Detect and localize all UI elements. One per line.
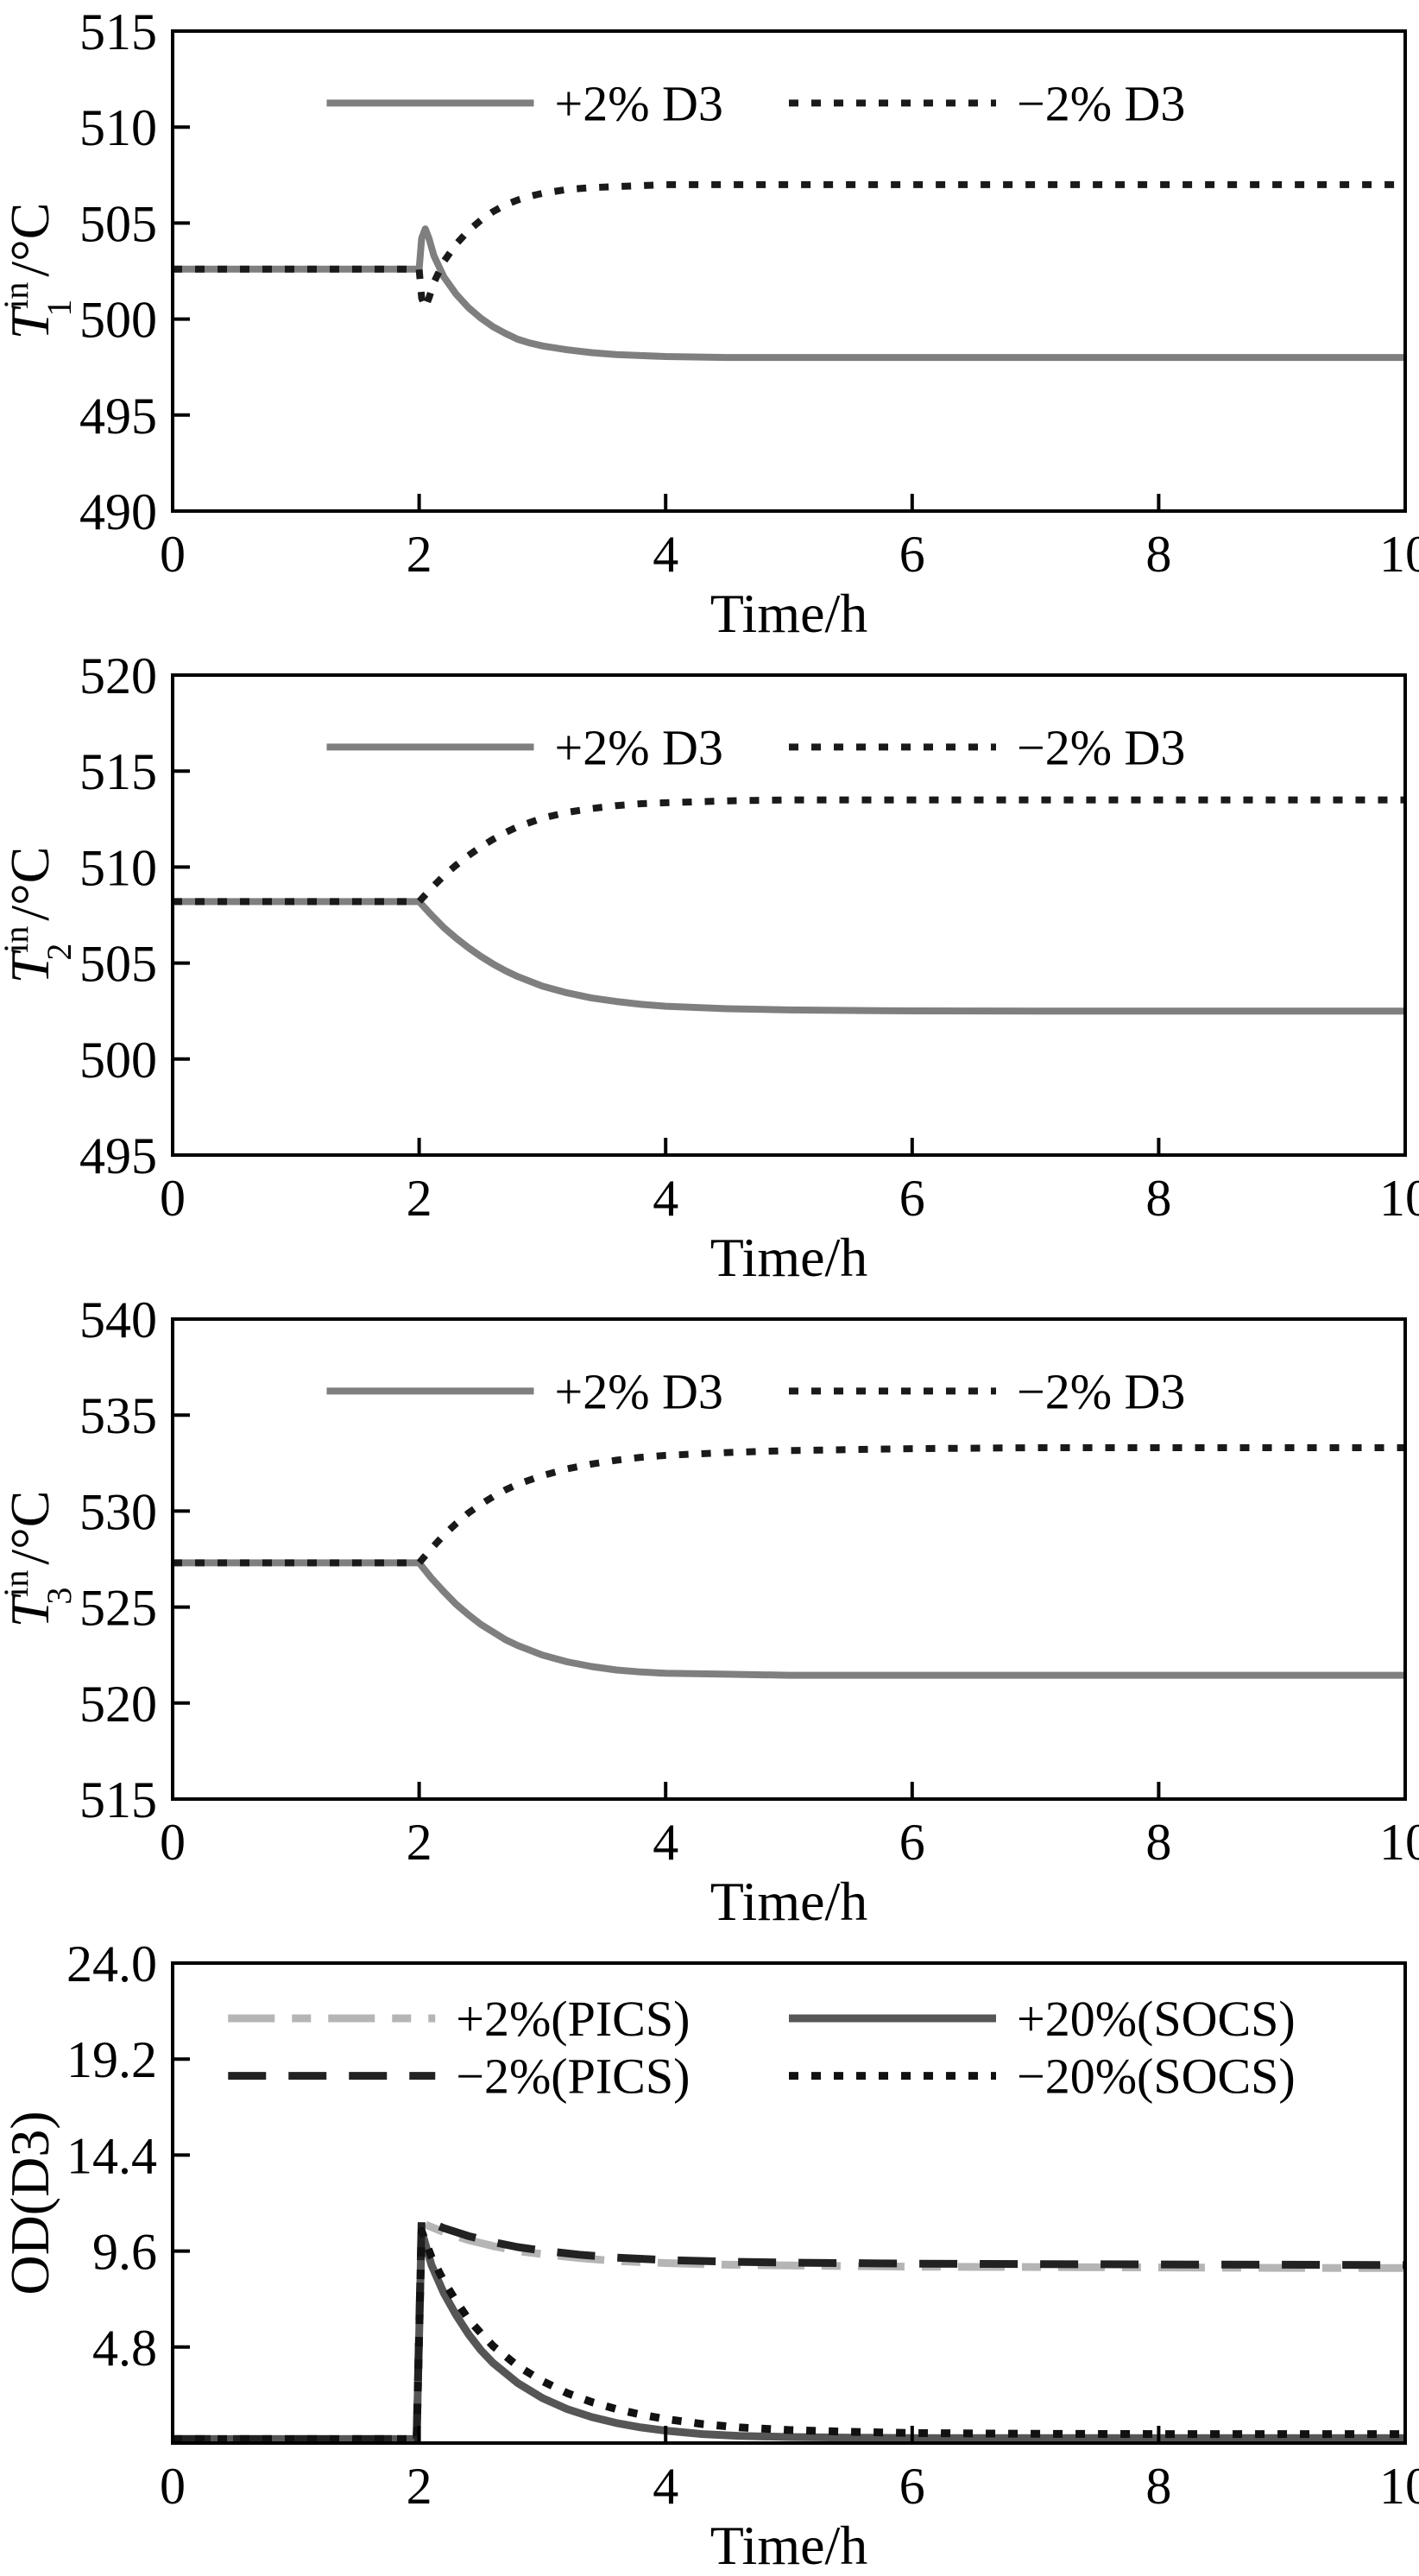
x-tick-label: 10 — [1379, 1814, 1419, 1871]
legend-entry-0: +2% D3 — [326, 75, 723, 131]
series-line-3 — [173, 2226, 1405, 2443]
legend-label: −2% D3 — [1017, 719, 1185, 775]
y-tick-label: 490 — [79, 483, 157, 540]
chart-panel-t1-inlet-temperature: 0 2 4 6 8 10 490 495 500 505 510 515 Time/h Tin 1/°C +2… — [0, 0, 1419, 644]
x-tick-label: 4 — [653, 2458, 678, 2515]
x-tick-label: 4 — [653, 526, 678, 583]
chart-od-svg: 0 2 4 6 8 10 4.8 9.6 14.4 19.2 24.0 Time/h OD(D3) +2%… — [0, 1935, 1419, 2576]
series-line-1 — [173, 180, 1405, 312]
legend-entry-3: −20%(SOCS) — [789, 2049, 1296, 2105]
y-tick-label: 510 — [79, 99, 157, 156]
y-tick-label: 515 — [79, 3, 157, 60]
legend-label: +20%(SOCS) — [1017, 1991, 1296, 2047]
y-tick-label: 24.0 — [66, 1935, 157, 1992]
chart-t1-svg: 0 2 4 6 8 10 490 495 500 505 510 515 Time/h Tin 1/°C +2… — [0, 3, 1419, 644]
x-tick-label: 2 — [407, 1170, 432, 1227]
legend-entry-1: −2% D3 — [789, 719, 1185, 775]
x-tick-label: 0 — [160, 1814, 186, 1871]
legend-label: +2% D3 — [555, 75, 723, 131]
y-tick-label: 505 — [79, 936, 157, 993]
legend-entry-0: +2% D3 — [326, 1363, 723, 1419]
legend-entry-0: +2%(PICS) — [228, 1991, 690, 2047]
series-line-0 — [173, 898, 1405, 1015]
x-tick-label: 6 — [899, 1814, 925, 1871]
series-line-0 — [173, 225, 1405, 362]
x-tick-label: 2 — [407, 1814, 432, 1871]
legend-entry-1: +20%(SOCS) — [789, 1991, 1296, 2047]
y-tick-label: 535 — [79, 1387, 157, 1444]
y-tick-label: 530 — [79, 1483, 157, 1540]
legend-entry-1: −2% D3 — [789, 75, 1185, 131]
y-tick-label: 510 — [79, 839, 157, 896]
x-tick-label: 8 — [1145, 1814, 1171, 1871]
y-tick-label: 500 — [79, 1032, 157, 1089]
x-tick-label: 0 — [160, 526, 186, 583]
axes-box — [171, 673, 1407, 1157]
x-tick-label: 6 — [899, 1170, 925, 1227]
x-tick-label: 2 — [407, 526, 432, 583]
legend-label: −20%(SOCS) — [1017, 2049, 1296, 2105]
series-line-2 — [173, 2215, 1406, 2443]
x-tick-label: 6 — [899, 526, 925, 583]
series-line-1 — [173, 2226, 1405, 2443]
axes-box — [171, 1317, 1407, 1801]
y-tick-label: 515 — [79, 1771, 157, 1828]
y-tick-label: 520 — [79, 647, 157, 704]
y-tick-label: 4.8 — [92, 2320, 157, 2377]
x-tick-label: 4 — [653, 1814, 678, 1871]
legend-label: −2%(PICS) — [456, 2049, 690, 2105]
x-axis-label: Time/h — [710, 1871, 868, 1932]
y-tick-label: 500 — [79, 292, 157, 349]
chart-t3-svg: 0 2 4 6 8 10 515 520 525 530 535 540 Time/h Tin 3/°C +2… — [0, 1291, 1419, 1932]
y-axis-label: OD(D3) — [0, 2111, 60, 2295]
y-tick-label: 19.2 — [66, 2031, 157, 2088]
x-tick-label: 4 — [653, 1170, 678, 1227]
x-tick-label: 10 — [1379, 526, 1419, 583]
y-tick-label: 14.4 — [66, 2127, 157, 2184]
x-tick-label: 0 — [160, 1170, 186, 1227]
x-tick-label: 0 — [160, 2458, 186, 2515]
chart-panel-t3-inlet-temperature: 0 2 4 6 8 10 515 520 525 530 535 540 Time/h Tin 3/°C +2… — [0, 1288, 1419, 1932]
legend-entry-0: +2% D3 — [326, 719, 723, 775]
y-tick-label: 495 — [79, 388, 157, 445]
legend-entry-2: −2%(PICS) — [228, 2049, 690, 2105]
y-axis-label: Tin 3/°C — [0, 1491, 79, 1628]
series-line-1 — [173, 1444, 1405, 1567]
y-axis-label: Tin 2/°C — [0, 847, 79, 984]
legend-label: +2% D3 — [555, 1363, 723, 1419]
y-tick-label: 540 — [79, 1291, 157, 1348]
x-tick-label: 10 — [1379, 2458, 1419, 2515]
chart-t2-svg: 0 2 4 6 8 10 495 500 505 510 515 520 Time/h Tin 2/°C +2… — [0, 647, 1419, 1288]
series-line-0 — [173, 1559, 1405, 1679]
y-tick-label: 525 — [79, 1580, 157, 1637]
x-tick-label: 6 — [899, 2458, 925, 2515]
legend-label: −2% D3 — [1017, 75, 1185, 131]
y-axis-label: Tin 1/°C — [0, 203, 79, 340]
x-axis-label: Time/h — [710, 2515, 868, 2576]
x-tick-label: 8 — [1145, 2458, 1171, 2515]
legend-label: +2% D3 — [555, 719, 723, 775]
legend-label: +2%(PICS) — [456, 1991, 690, 2047]
x-tick-label: 8 — [1145, 1170, 1171, 1227]
series-line-1 — [173, 796, 1405, 906]
y-tick-label: 515 — [79, 743, 157, 800]
x-tick-label: 10 — [1379, 1170, 1419, 1227]
y-tick-label: 520 — [79, 1676, 157, 1733]
chart-panel-t2-inlet-temperature: 0 2 4 6 8 10 495 500 505 510 515 520 Time/h Tin 2/°C +2… — [0, 644, 1419, 1288]
y-tick-label: 9.6 — [92, 2224, 157, 2281]
legend-label: −2% D3 — [1017, 1363, 1185, 1419]
x-tick-label: 8 — [1145, 526, 1171, 583]
x-axis-label: Time/h — [710, 1227, 868, 1288]
x-tick-label: 2 — [407, 2458, 432, 2515]
chart-panel-od-d3: 0 2 4 6 8 10 4.8 9.6 14.4 19.2 24.0 Time/h OD(D3) +2%… — [0, 1932, 1419, 2576]
axes-box — [171, 29, 1407, 513]
x-axis-label: Time/h — [710, 583, 868, 644]
y-tick-label: 495 — [79, 1127, 157, 1184]
y-tick-label: 505 — [79, 195, 157, 252]
legend-entry-1: −2% D3 — [789, 1363, 1185, 1419]
axes-box — [171, 1961, 1407, 2445]
series-line-0 — [173, 2219, 1406, 2443]
